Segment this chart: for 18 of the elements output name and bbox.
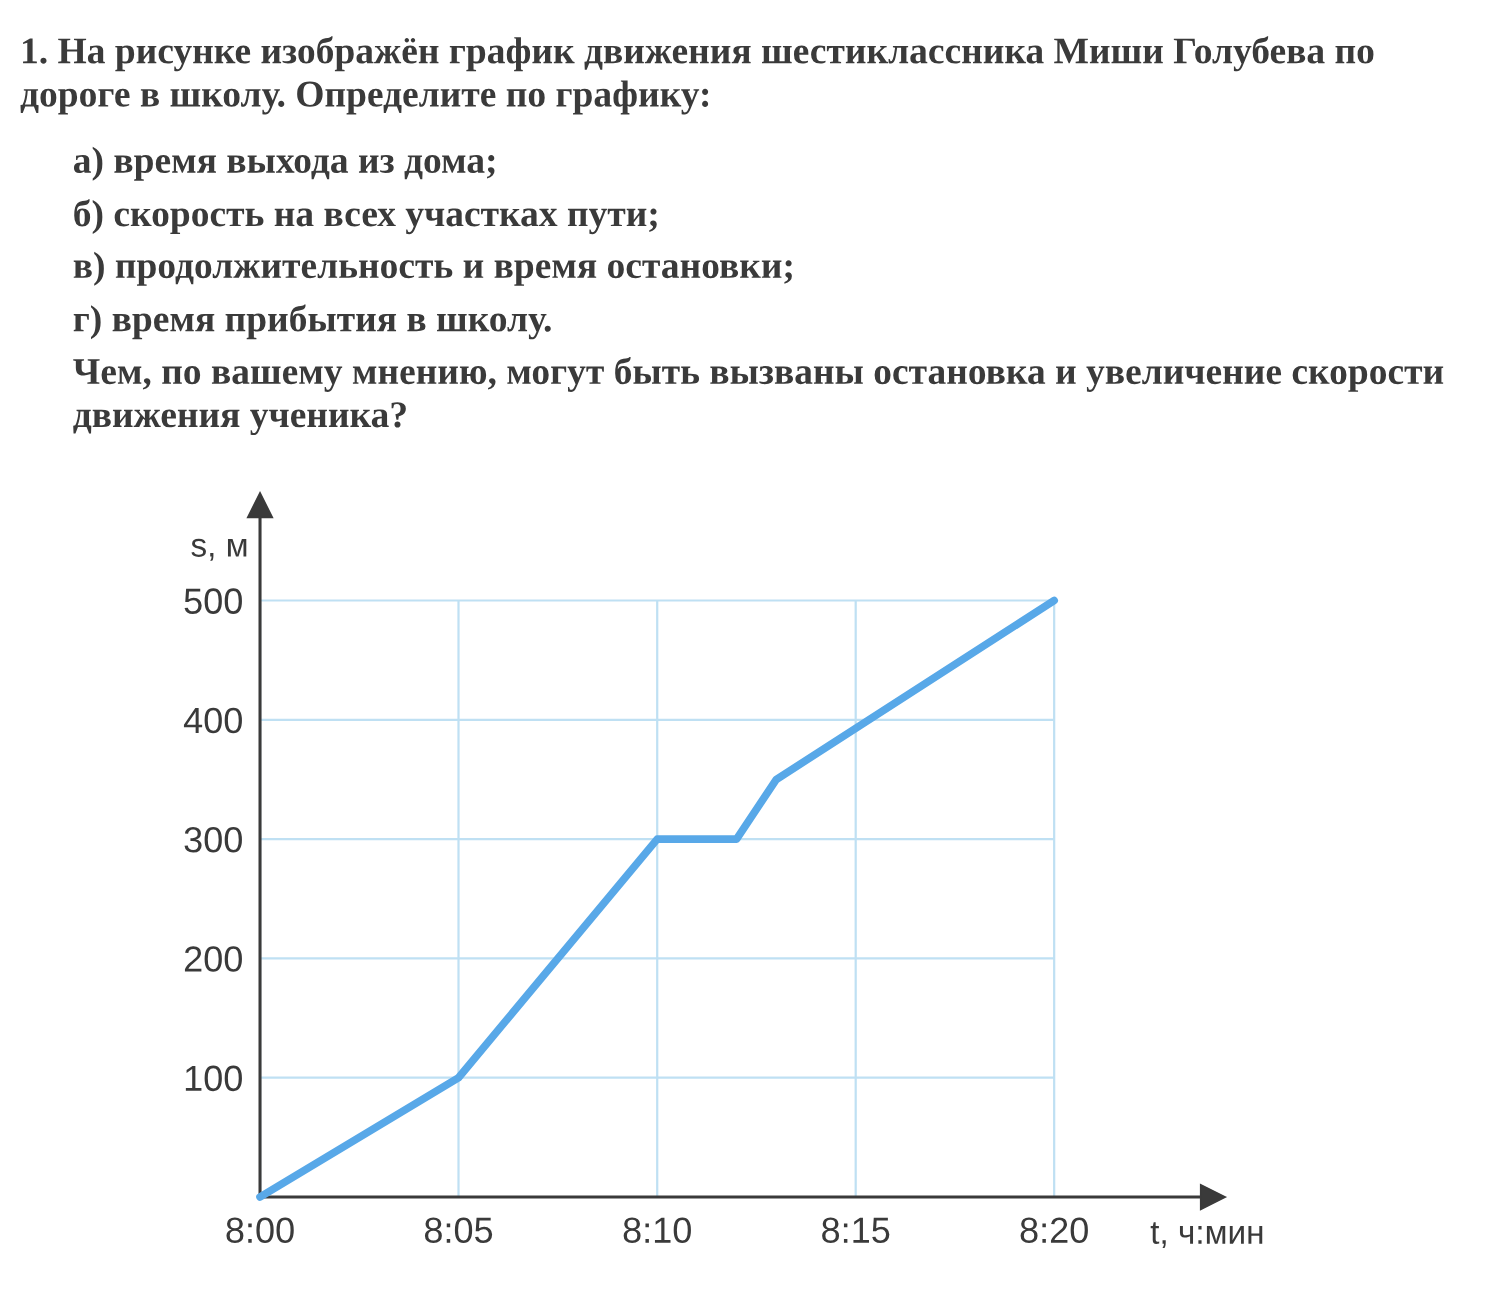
text: в) продолжительность и время остановки;	[73, 251, 792, 286]
x-tick-label: 8:00	[226, 1217, 294, 1243]
y-tick-label: 200	[184, 946, 242, 972]
text: а) время выхода из дома;	[73, 146, 495, 181]
x-tick-label: 8:05	[424, 1217, 493, 1243]
y-tick-label: 100	[185, 1065, 242, 1092]
y-tick-label: 500	[184, 588, 242, 614]
text: Чем, по вашему мнению, могут быть вызваны остановка и увеличение скорости движения ученика?	[73, 356, 1444, 436]
y-axis-title: s, м	[191, 538, 247, 561]
y-tick-label: 400	[183, 707, 242, 734]
text: г) время прибытия в школу.	[73, 304, 551, 340]
text: б) скорость на всех участках пути;	[74, 199, 657, 235]
x-tick-label: 8:15	[822, 1217, 890, 1243]
chart-title: 1. На рисунке изображён график движения шестиклассника Миши Голубева по дороге в школу. Определите по графику:	[20, 36, 1374, 115]
x-tick-label: 8:20	[1020, 1217, 1088, 1243]
y-tick-label: 300	[184, 826, 242, 853]
x-axis-title: t, ч:мин	[1150, 1222, 1263, 1248]
x-tick-label: 8:10	[623, 1217, 691, 1243]
